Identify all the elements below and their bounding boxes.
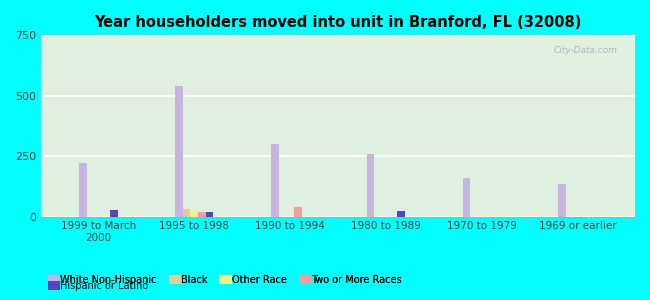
Bar	[463, 178, 470, 217]
Bar	[367, 154, 374, 217]
Bar	[271, 144, 279, 217]
Title: Year householders moved into unit in Branford, FL (32008): Year householders moved into unit in Bra…	[94, 15, 582, 30]
Bar	[183, 209, 190, 217]
Bar	[190, 211, 198, 217]
Bar	[558, 184, 566, 217]
Legend: White Non-Hispanic, Black, Other Race, Two or More Races: White Non-Hispanic, Black, Other Race, T…	[44, 272, 406, 289]
Legend: Hispanic or Latino: Hispanic or Latino	[44, 278, 153, 295]
Bar	[79, 164, 87, 217]
Bar	[198, 212, 206, 217]
Bar	[175, 86, 183, 217]
Text: City-Data.com: City-Data.com	[553, 46, 618, 55]
Bar	[397, 211, 405, 217]
Bar	[110, 210, 118, 217]
Bar	[294, 207, 302, 217]
Bar	[206, 212, 213, 217]
